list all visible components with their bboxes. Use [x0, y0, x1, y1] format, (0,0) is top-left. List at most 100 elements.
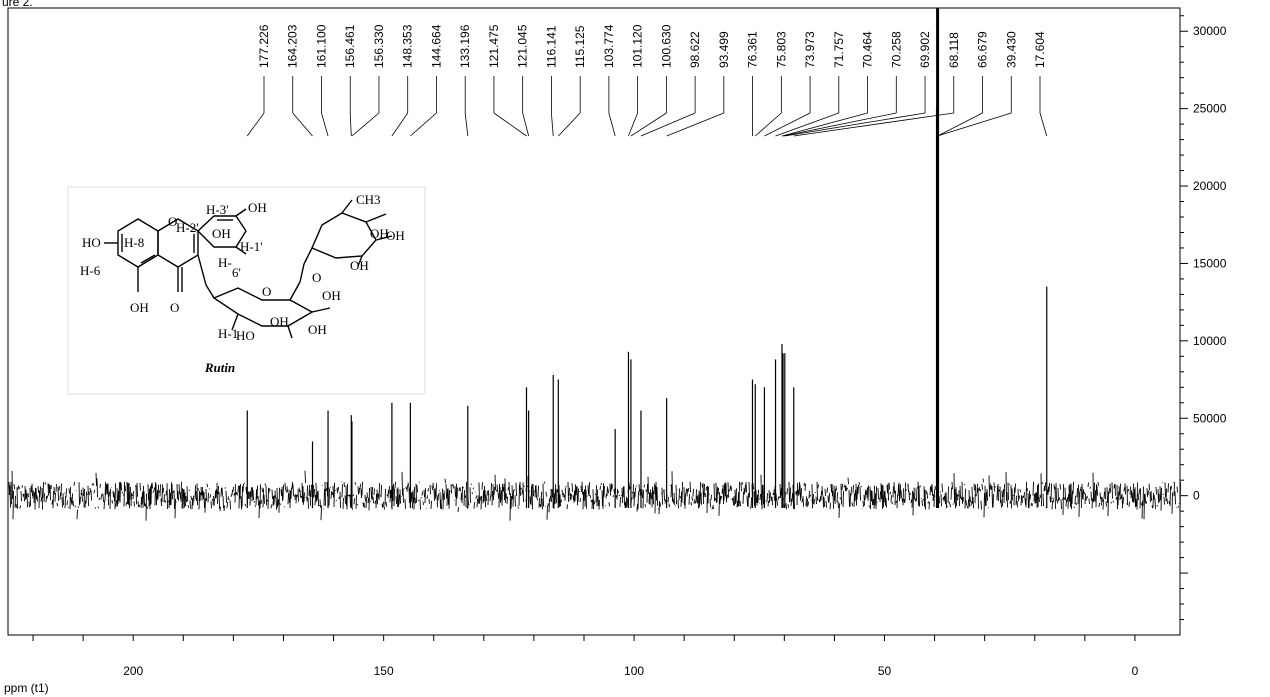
structure-atom-label: HO	[236, 328, 255, 343]
structure-atom-label: OH	[270, 314, 289, 329]
structure-panel	[67, 186, 426, 395]
structure-atom-label: H-2'	[176, 220, 199, 235]
spectrum-peaks	[246, 8, 1048, 509]
structure-atom-label: H-	[218, 255, 232, 270]
structure-atom-label: O	[312, 270, 321, 285]
peak-label: 69.902	[918, 31, 932, 68]
peak-label-connector	[410, 112, 437, 137]
peak-label: 17.604	[1033, 31, 1047, 68]
peak-label: 164.203	[286, 24, 300, 68]
y-tick-label: 15000	[1193, 256, 1227, 270]
peak-label-connector	[321, 112, 329, 137]
structure-atom-label: O	[170, 300, 179, 315]
peak-label: 100.630	[659, 24, 673, 68]
peak-label: 156.330	[372, 24, 386, 68]
peak-label-group: 177.226 164.203 161.100 156.461 156.330 148.3…	[246, 24, 1048, 137]
structure-atom-label: H-8	[124, 235, 144, 250]
peak-label-connector	[754, 112, 782, 137]
peak-label: 66.679	[976, 31, 990, 68]
structure-atom-label: OH	[350, 258, 369, 273]
structure-atom-label: OH	[130, 300, 149, 315]
figure-caption-fragment: ure 2.	[2, 0, 33, 9]
x-tick-label: 150	[374, 664, 394, 678]
peak-label-connector	[493, 112, 527, 137]
peak-label: 156.461	[343, 24, 357, 68]
peak-label-connector	[640, 112, 696, 137]
structure-atom-label: H-1	[218, 326, 238, 341]
peak-label: 177.226	[257, 24, 271, 68]
peak-label: 73.973	[803, 31, 817, 68]
peak-label-connector	[666, 112, 725, 137]
structure-atom-label: H-6	[80, 263, 101, 278]
peak-label: 103.774	[602, 24, 616, 68]
x-axis-label: ppm (t1)	[4, 681, 49, 695]
structure-atom-label: HO	[82, 235, 101, 250]
structure-atom-label: OH	[248, 200, 267, 215]
peak-label: 76.361	[746, 31, 760, 68]
peak-label-connector	[551, 112, 554, 137]
peak-label-connector	[937, 112, 1012, 137]
peak-label-connector	[782, 112, 897, 137]
peak-label: 133.196	[458, 24, 472, 68]
y-tick-label: 25000	[1193, 102, 1227, 116]
peak-label-connector	[292, 112, 313, 137]
peak-label: 68.118	[947, 32, 961, 68]
structure-atom-label: H-3'	[206, 202, 229, 217]
peak-label: 115.125	[573, 25, 587, 68]
peak-label: 71.757	[832, 31, 846, 68]
y-tick-label: 50000	[1193, 411, 1227, 425]
structure-atom-label: 6'	[232, 265, 241, 280]
peak-label-connector	[558, 112, 581, 137]
structure-atom-label: OH	[370, 226, 389, 241]
y-tick-label: 20000	[1193, 179, 1227, 193]
peak-label-connector	[775, 112, 839, 137]
peak-label-connector	[391, 112, 409, 137]
peak-label-connector	[764, 112, 811, 137]
peak-label-connector	[781, 112, 868, 137]
peak-label: 121.045	[516, 24, 530, 68]
peak-label: 148.353	[401, 24, 415, 68]
y-tick-label: 10000	[1193, 334, 1227, 348]
plot-frame	[7, 7, 1181, 636]
peak-label-connector	[351, 112, 380, 137]
peak-label-connector	[522, 112, 530, 137]
structure-bonds	[104, 199, 393, 339]
peak-label: 116.141	[544, 25, 558, 68]
peak-label-connector	[464, 112, 469, 137]
x-tick-label: 100	[624, 664, 644, 678]
peak-label-connector	[937, 112, 983, 137]
peak-label-connector	[608, 112, 616, 137]
peak-label-connector	[630, 112, 667, 137]
y-tick-label: 30000	[1193, 24, 1227, 38]
peak-label-connector	[784, 112, 926, 137]
peak-label-connector	[246, 112, 265, 137]
peak-label: 75.803	[774, 31, 788, 68]
structure-atom-label: OH	[386, 228, 405, 243]
peak-label: 70.258	[889, 31, 903, 68]
x-tick-label: 200	[123, 664, 143, 678]
peak-label: 39.430	[1004, 31, 1018, 68]
x-axis: 200 150 100 50 0	[32, 635, 1139, 678]
structure-atom-label: OH	[322, 288, 341, 303]
x-tick-label: 0	[1132, 664, 1139, 678]
structure-name: Rutin	[204, 360, 235, 375]
peak-label: 98.622	[688, 31, 702, 68]
peak-label: 93.499	[717, 31, 731, 68]
y-tick-label: 0	[1193, 489, 1200, 503]
structure-atom-label: OH	[212, 226, 231, 241]
structure-atom-label: O	[168, 214, 177, 229]
y-axis: 0 50000 10000 15000 20000 25000 30000	[1180, 15, 1227, 621]
peak-label-connector	[628, 112, 639, 137]
noise-path	[7, 470, 1181, 521]
peak-label: 144.664	[429, 24, 443, 68]
peak-label: 121.475	[487, 24, 501, 68]
peak-label: 161.100	[314, 24, 328, 68]
x-tick-label: 50	[878, 664, 892, 678]
baseline-noise-trace	[7, 470, 1181, 521]
peak-label: 70.464	[861, 31, 875, 68]
peak-label: 101.120	[631, 24, 645, 68]
peak-label-connector	[349, 112, 352, 137]
